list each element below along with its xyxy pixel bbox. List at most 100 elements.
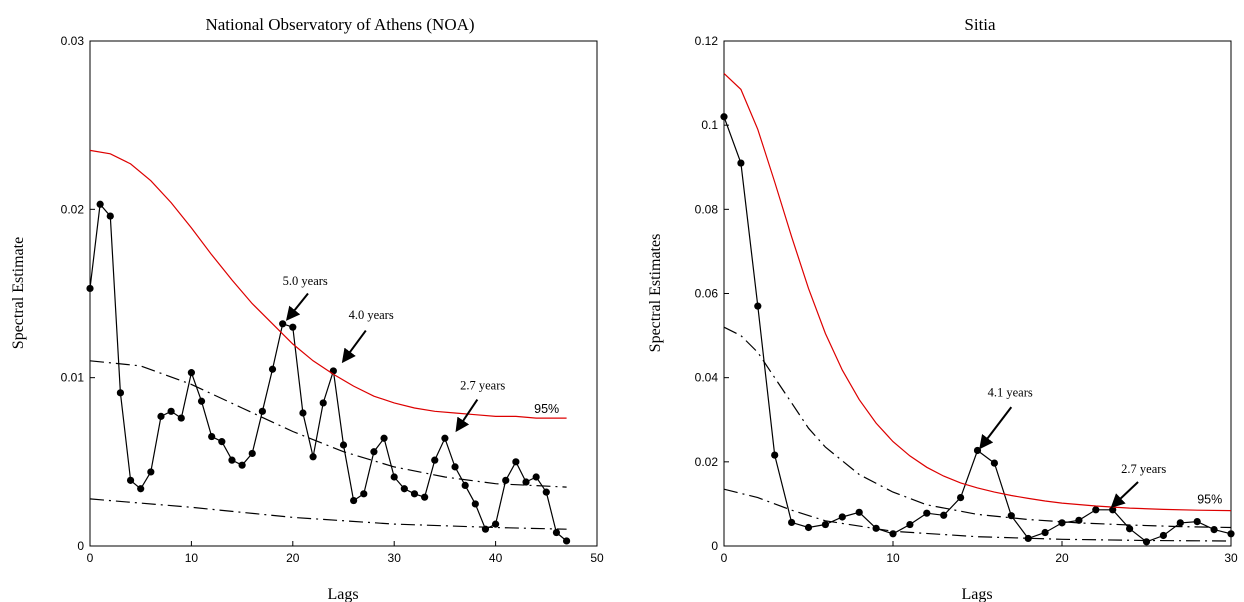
noa-data-point [451, 463, 459, 471]
sitia-data-point [1075, 516, 1083, 524]
noa-data-point [197, 397, 206, 405]
noa-data-point [137, 485, 145, 493]
noa-data-point [421, 493, 429, 501]
sitia-data-point [771, 451, 779, 459]
noa-x-tick-label: 10 [185, 551, 199, 565]
sitia-data-point [1109, 506, 1117, 514]
sitia-data-point [1227, 530, 1235, 538]
noa-data-point [552, 528, 561, 537]
sitia-data-point [1176, 519, 1184, 527]
noa-data-point [96, 200, 104, 208]
noa-chart: National Observatory of Athens (NOA) Lag… [10, 15, 604, 602]
sitia-series-3-line [723, 488, 1232, 542]
noa-data-point [319, 399, 327, 407]
noa-data-point [299, 409, 307, 417]
noa-data-point [258, 407, 266, 415]
noa-x-tick-label: 20 [286, 551, 300, 565]
sitia-series-2-line [723, 326, 1232, 529]
sitia-chart: Sitia Lags Spectral Estimates 0 10 20 30 00… [647, 15, 1238, 602]
noa-plot-area [89, 40, 598, 547]
noa-data-point [522, 478, 530, 486]
sitia-x-tick-label: 30 [1224, 551, 1238, 565]
sitia-data-point [788, 518, 796, 527]
noa-data-point [268, 365, 277, 373]
sitia-data-point [1159, 531, 1167, 540]
noa-data-point [238, 461, 246, 469]
noa-data-point [329, 367, 337, 375]
noa-annotation-label: 2.7 years [460, 378, 505, 392]
noa-x-tick-label: 40 [489, 551, 503, 565]
noa-data-point [370, 448, 378, 456]
noa-data-point [116, 389, 125, 397]
noa-series-1-line [89, 149, 567, 419]
sitia-x-tick-label: 0 [721, 551, 728, 565]
noa-data-point [532, 473, 540, 481]
noa-data-point [218, 438, 226, 446]
noa-data-point [106, 212, 114, 220]
sitia-x-tick-label: 20 [1055, 551, 1069, 565]
noa-data-point [431, 456, 439, 464]
noa-y-axis-label: Spectral Estimate [10, 237, 27, 349]
noa-x-tick-label: 30 [388, 551, 402, 565]
noa-data-point [410, 490, 419, 498]
sitia-data-point [1142, 538, 1151, 546]
noa-data-point [177, 414, 185, 422]
noa-y-tick-label: 0.03 [61, 34, 85, 48]
sitia-data-point [990, 459, 999, 467]
noa-series-layer [86, 149, 571, 545]
sitia-data-point [804, 523, 813, 532]
noa-data-point [289, 323, 297, 331]
noa-y-tick-label: 0.01 [61, 371, 85, 385]
noa-data-point [390, 473, 398, 481]
noa-annotation-arrow [285, 292, 309, 321]
sitia-data-point [720, 113, 728, 121]
sitia-data-point [1126, 525, 1134, 533]
noa-data-point [360, 490, 368, 498]
sitia-series-0-line [723, 116, 1232, 543]
noa-data-point [86, 284, 94, 293]
noa-x-tick-label: 50 [590, 551, 604, 565]
noa-data-point [471, 500, 479, 508]
sitia-y-tick-label: 0 [711, 539, 718, 553]
noa-data-point [512, 458, 520, 466]
sitia-y-tick-label: 0.04 [695, 371, 719, 385]
noa-annotation-label: 5.0 years [283, 274, 328, 288]
noa-y-ticks: 0 0.01 0.02 0.03 [61, 34, 95, 553]
noa-data-point [157, 412, 165, 420]
noa-annotation-label: 95% [534, 402, 559, 416]
sitia-data-point [1193, 517, 1201, 526]
noa-annotation-arrow [341, 329, 367, 364]
noa-data-point [279, 320, 287, 328]
sitia-data-point [957, 494, 965, 502]
noa-data-point [187, 369, 195, 377]
noa-data-point [542, 488, 550, 496]
noa-annotation-label: 4.0 years [349, 308, 394, 322]
noa-data-point [339, 441, 348, 449]
sitia-data-point [838, 513, 846, 521]
noa-data-point [350, 496, 358, 505]
sitia-y-tick-label: 0.06 [695, 287, 719, 301]
noa-data-point [126, 476, 135, 484]
sitia-chart-title: Sitia [964, 15, 996, 34]
sitia-data-point [1041, 528, 1049, 537]
noa-data-point [441, 434, 449, 442]
sitia-data-point [940, 511, 948, 519]
sitia-y-tick-label: 0.1 [701, 118, 718, 132]
noa-series-0-line [89, 202, 567, 542]
sitia-data-point [889, 530, 897, 538]
noa-data-point [309, 453, 317, 461]
sitia-data-point [1024, 534, 1032, 543]
sitia-data-point [1210, 525, 1218, 534]
noa-series-3-line [89, 498, 567, 530]
noa-data-point [380, 434, 388, 442]
sitia-data-point [1092, 506, 1100, 514]
sitia-data-point [923, 509, 931, 517]
sitia-annotation-label: 4.1 years [988, 386, 1033, 400]
noa-x-ticks: 0 10 20 30 40 50 [87, 541, 604, 565]
sitia-annotation-label: 95% [1197, 492, 1222, 506]
sitia-annotations: 4.1 years 2.7 years 95% [979, 386, 1222, 508]
noa-x-axis-label: Lags [327, 586, 358, 602]
sitia-data-point [821, 520, 830, 529]
noa-data-point [167, 407, 175, 415]
noa-data-point [400, 485, 408, 493]
